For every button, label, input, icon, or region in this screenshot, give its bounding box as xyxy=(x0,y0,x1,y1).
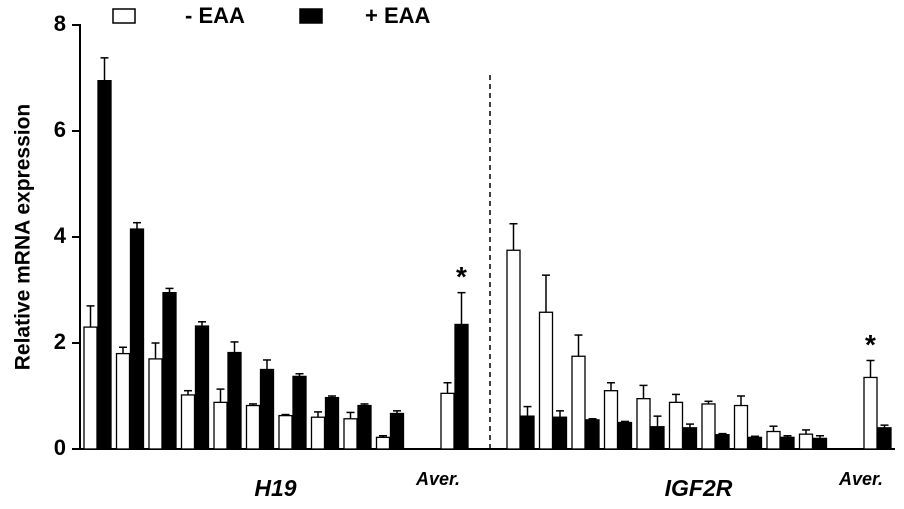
bar xyxy=(780,436,795,450)
bar xyxy=(83,326,98,450)
y-tick-label: 0 xyxy=(54,435,66,460)
y-tick-label: 6 xyxy=(54,117,66,142)
bar xyxy=(877,427,892,450)
bar xyxy=(357,404,372,450)
bar xyxy=(715,434,730,450)
bar xyxy=(650,426,665,450)
bar xyxy=(747,436,763,450)
bar xyxy=(863,376,878,450)
bar xyxy=(585,419,600,450)
bar xyxy=(115,352,131,450)
bar xyxy=(194,325,210,450)
bar xyxy=(148,358,163,450)
bar xyxy=(733,404,749,450)
x-tick-label: Aver. xyxy=(838,469,883,489)
legend-label: - EAA xyxy=(185,3,245,28)
significance-mark: * xyxy=(456,261,467,292)
bar xyxy=(97,80,112,450)
legend-swatch xyxy=(112,8,136,24)
bar xyxy=(812,437,828,450)
bar xyxy=(617,421,633,450)
bar xyxy=(375,436,391,450)
bar xyxy=(259,368,275,450)
bar xyxy=(571,355,586,450)
legend-swatch xyxy=(299,8,323,24)
group-label: IGF2R xyxy=(665,475,733,501)
bar xyxy=(245,404,261,450)
y-tick-label: 4 xyxy=(54,223,67,248)
significance-mark: * xyxy=(865,329,876,360)
bar xyxy=(798,433,814,450)
bar xyxy=(440,392,455,450)
bar xyxy=(766,430,781,450)
bar xyxy=(520,415,535,450)
bar xyxy=(603,390,619,450)
bar xyxy=(701,403,716,450)
bar xyxy=(538,311,554,450)
legend-label: + EAA xyxy=(365,3,431,28)
y-axis-label: Relative mRNA expression xyxy=(12,104,35,371)
bar xyxy=(454,323,469,450)
bar xyxy=(278,414,293,450)
bar xyxy=(552,416,568,450)
bar xyxy=(682,427,698,450)
bar xyxy=(506,249,521,450)
bar xyxy=(292,375,307,450)
group-label: H19 xyxy=(254,475,296,501)
bar xyxy=(129,228,145,450)
bar xyxy=(162,291,177,450)
bar xyxy=(310,416,326,450)
y-tick-label: 8 xyxy=(54,11,66,36)
bar xyxy=(668,401,684,450)
bar xyxy=(324,396,340,450)
bar xyxy=(343,418,358,450)
bar xyxy=(227,351,242,450)
bar xyxy=(636,397,651,450)
y-tick-label: 2 xyxy=(54,329,66,354)
bar xyxy=(389,412,405,450)
bar xyxy=(180,394,196,450)
bar xyxy=(213,401,228,450)
x-tick-label: Aver. xyxy=(415,469,460,489)
